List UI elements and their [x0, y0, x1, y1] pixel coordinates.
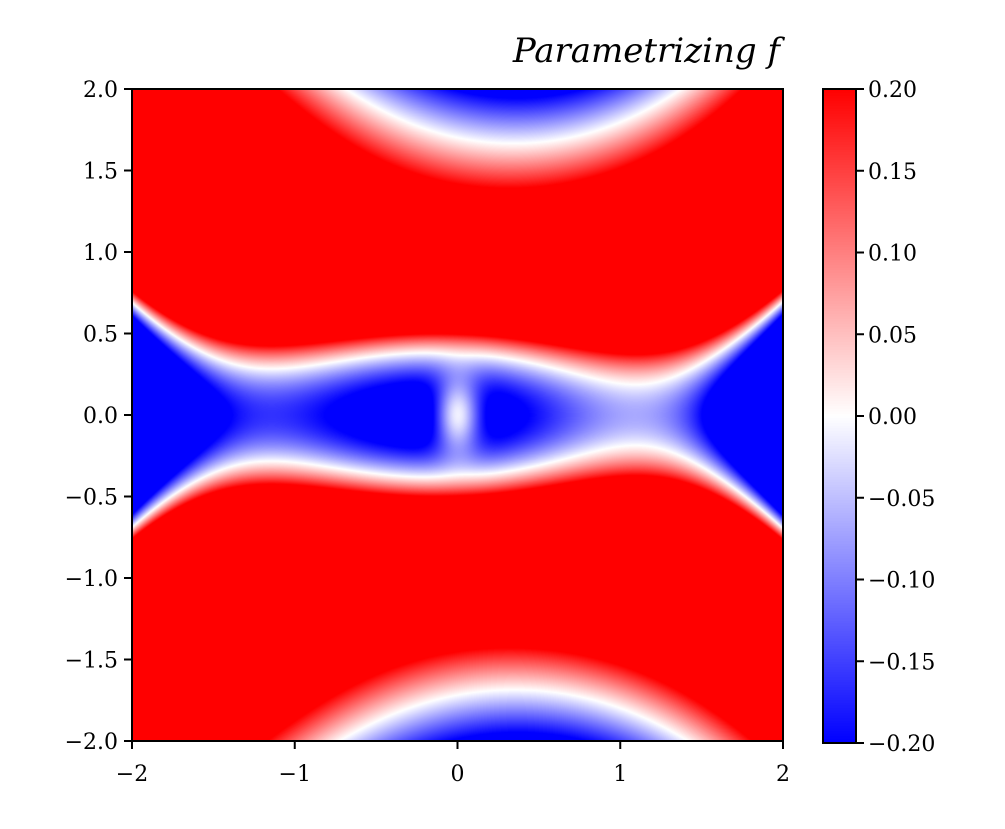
- y-tick-label: 0.0: [83, 404, 118, 429]
- colorbar-tick-label: 0.20: [868, 78, 917, 103]
- colorbar-gradient: [823, 89, 856, 743]
- y-tick-label: −2.0: [65, 730, 118, 755]
- colorbar-tick-label: 0.10: [868, 242, 917, 267]
- colorbar-tick-label: 0.05: [868, 323, 917, 348]
- y-tick-label: −1.0: [65, 567, 118, 592]
- x-tick-label: 1: [613, 762, 627, 787]
- colorbar-tick-label: −0.05: [868, 487, 935, 512]
- x-axis: −2 −1 0 1 2: [116, 741, 790, 787]
- y-tick-label: −0.5: [65, 486, 118, 511]
- heatmap-image: [132, 89, 783, 741]
- y-tick-label: 0.5: [83, 323, 118, 348]
- x-tick-label: 0: [451, 762, 465, 787]
- colorbar-tick-label: 0.15: [868, 160, 917, 185]
- colorbar-tick-label: −0.10: [868, 569, 935, 594]
- y-axis: 2.0 1.5 1.0 0.5 0.0 −0.5 −1.0 −1.5 −2.0: [65, 78, 132, 755]
- colorbar-tick-label: 0.00: [868, 405, 917, 430]
- y-tick-label: −1.5: [65, 649, 118, 674]
- plot-frame: [131, 88, 784, 742]
- x-tick-label: −2: [116, 762, 148, 787]
- colorbar-axis: 0.20 0.15 0.10 0.05 0.00 −0.05 −0.10 −0.15 −0.20: [856, 78, 935, 757]
- chart-title: Parametrizing f: [512, 31, 786, 71]
- colorbar-frame: [822, 88, 857, 744]
- y-tick-label: 2.0: [83, 78, 118, 103]
- x-tick-label: 2: [776, 762, 790, 787]
- x-tick-label: −1: [279, 762, 311, 787]
- colorbar-tick-label: −0.20: [868, 732, 935, 757]
- y-tick-label: 1.0: [83, 241, 118, 266]
- colorbar-tick-label: −0.15: [868, 650, 935, 675]
- y-tick-label: 1.5: [83, 160, 118, 185]
